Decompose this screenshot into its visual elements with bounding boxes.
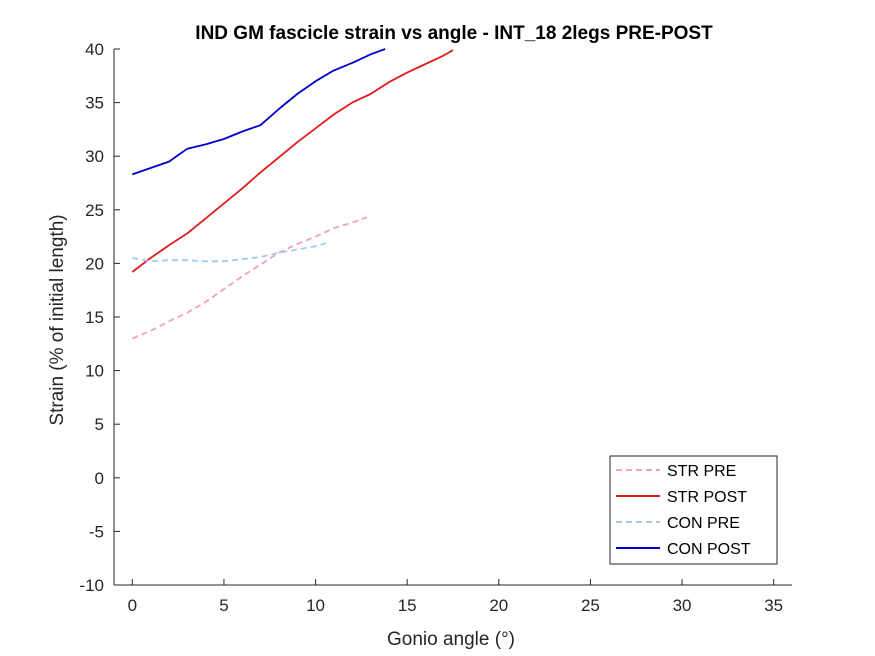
x-tick-label: 20 [489, 596, 508, 615]
y-axis-label: Strain (% of initial length) [47, 214, 68, 425]
series-line-str-pre [131, 216, 368, 340]
x-tick-label: 10 [306, 596, 325, 615]
legend-box [609, 455, 778, 565]
x-axis-label: Gonio angle (°) [387, 629, 515, 650]
x-axis: 0 5 10 15 20 25 30 35 [114, 579, 792, 615]
x-tick-label: 25 [581, 596, 600, 615]
y-tick-label: 20 [85, 254, 104, 273]
y-tick-label: 30 [85, 147, 104, 166]
x-tick-label: 35 [764, 596, 783, 615]
legend: STR PRE STR POST CON PRE CON POST [609, 455, 778, 565]
y-axis: -10 -5 0 5 10 15 20 25 30 35 40 [79, 40, 120, 595]
legend-label: CON POST [667, 541, 751, 558]
x-tick-label: 0 [128, 596, 137, 615]
y-tick-label: 5 [95, 415, 104, 434]
y-tick-label: 25 [85, 201, 104, 220]
x-tick-label: 15 [398, 596, 417, 615]
y-tick-label: -5 [89, 522, 104, 541]
series-line-con-pre [132, 241, 331, 263]
y-tick-label: -10 [79, 576, 104, 595]
y-tick-label: 0 [95, 469, 104, 488]
plot-area [131, 48, 454, 340]
y-tick-label: 40 [85, 40, 104, 59]
x-tick-label: 5 [219, 596, 228, 615]
series-line-str-post [131, 49, 454, 273]
legend-label: STR POST [667, 489, 747, 506]
legend-label: STR PRE [667, 463, 736, 480]
y-tick-label: 35 [85, 94, 104, 113]
y-tick-label: 10 [85, 362, 104, 381]
legend-label: CON PRE [667, 515, 740, 532]
series-line-con-post [132, 48, 386, 176]
x-tick-label: 30 [673, 596, 692, 615]
y-tick-label: 15 [85, 308, 104, 327]
chart-title: IND GM fascicle strain vs angle - INT_18… [195, 23, 713, 44]
